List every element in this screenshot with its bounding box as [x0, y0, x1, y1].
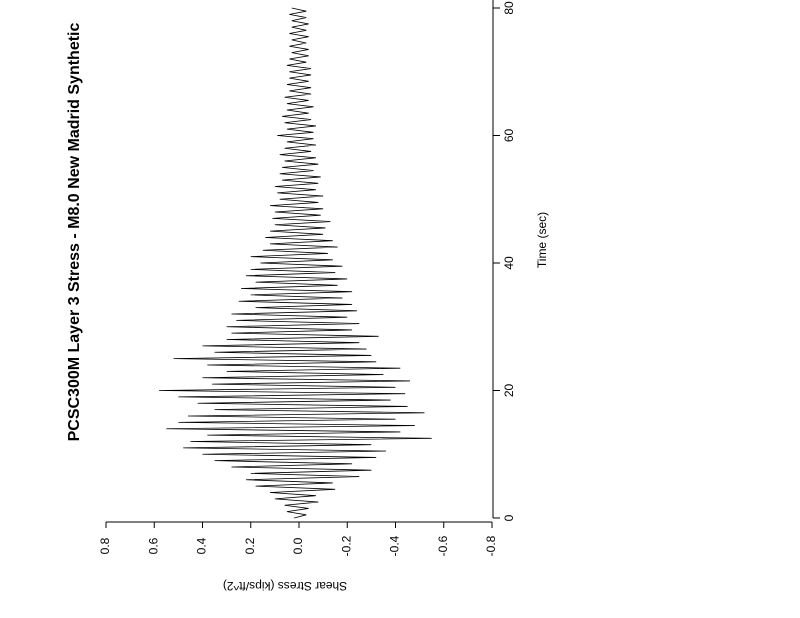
x-axis-label: Time (sec) [535, 212, 549, 268]
y-tick-label: -0.2 [339, 535, 353, 556]
x-tick-label: 60 [502, 129, 516, 143]
y-tick-label: 0.0 [291, 537, 305, 554]
y-tick-label: 0.4 [195, 537, 209, 554]
x-tick-label: 40 [502, 256, 516, 270]
y-tick-label: -0.8 [484, 535, 498, 556]
x-tick-label: 80 [502, 1, 516, 15]
x-tick-label: 20 [502, 384, 516, 398]
x-tick-label: 0 [502, 514, 516, 521]
y-tick-label: -0.4 [388, 535, 402, 556]
chart-title: PCSC300M Layer 3 Stress - M8.0 New Madri… [66, 22, 83, 441]
y-tick-label: -0.6 [436, 535, 450, 556]
y-tick-label: 0.2 [243, 537, 257, 554]
y-tick-label: 0.6 [146, 537, 160, 554]
y-axis-label: Shear Stress (kips/ft^2) [223, 579, 347, 593]
y-tick-label: 0.8 [98, 537, 112, 554]
stress-trace [159, 7, 432, 519]
